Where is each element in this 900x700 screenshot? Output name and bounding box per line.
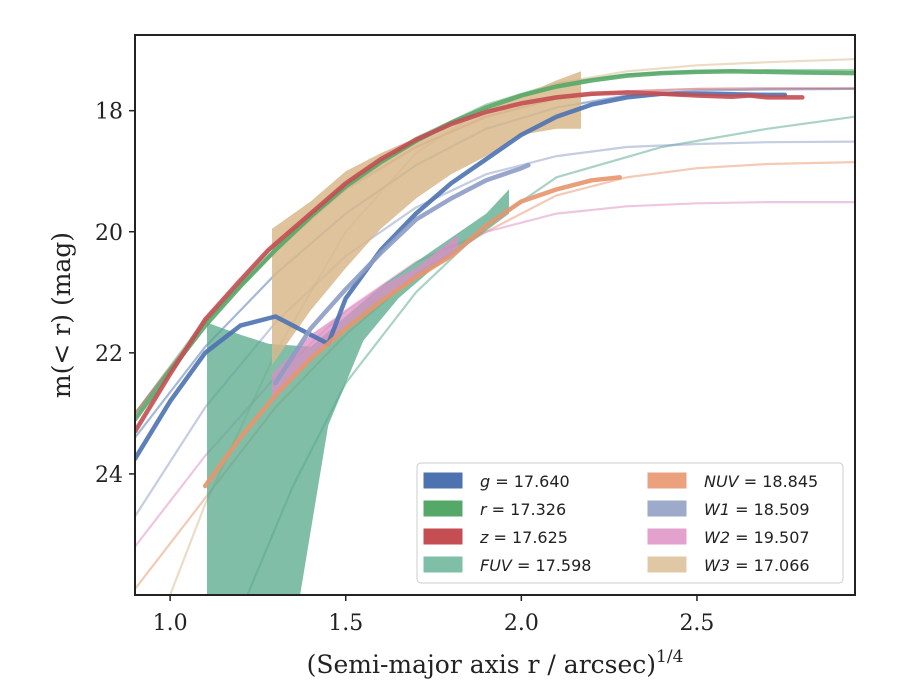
x-tick-label: 2.0 xyxy=(504,611,539,636)
y-tick-label: 24 xyxy=(95,463,123,488)
x-tick-label: 2.5 xyxy=(679,611,714,636)
x-axis-label: (Semi-major axis r / arcsec)1/4 xyxy=(307,647,684,679)
legend-swatch-fuv xyxy=(423,556,463,573)
y-axis: 18 20 22 24 xyxy=(95,100,135,488)
legend-swatch-r xyxy=(423,500,463,517)
legend-swatch-w2 xyxy=(647,528,687,545)
x-tick-label: 1.0 xyxy=(153,611,188,636)
plot-frame xyxy=(134,34,856,596)
series-fuv-band xyxy=(207,189,509,595)
y-axis-label: m(< r) (mag) xyxy=(47,232,76,398)
y-tick-label: 22 xyxy=(95,342,123,367)
legend-label-g: g = 17.640 xyxy=(480,472,570,491)
legend-label-r: r = 17.326 xyxy=(480,500,566,519)
x-axis-label-text: (Semi-major axis r / arcsec) xyxy=(307,650,656,679)
legend-swatch-w3 xyxy=(647,556,687,573)
legend-label-fuv: FUV = 17.598 xyxy=(480,556,591,575)
legend-swatch-g xyxy=(423,472,463,489)
legend-frame xyxy=(416,462,844,584)
y-tick-label: 20 xyxy=(95,221,123,246)
y-tick-label: 18 xyxy=(95,100,123,125)
legend: g = 17.640 r = 17.326 z = 17.625 FUV = 17.5… xyxy=(416,462,844,584)
legend-label-nuv: NUV = 18.845 xyxy=(704,472,818,491)
legend-label-w3: W3 = 17.066 xyxy=(704,556,810,575)
series-r-data-line xyxy=(135,69,855,422)
legend-label-z: z = 17.625 xyxy=(479,528,568,547)
legend-label-w1: W1 = 18.509 xyxy=(704,500,810,519)
plot-area xyxy=(135,58,855,595)
x-tick-label: 1.5 xyxy=(328,611,363,636)
series-z-data-line xyxy=(135,90,805,434)
legend-label-w2: W2 = 19.507 xyxy=(704,528,810,547)
legend-swatch-z xyxy=(423,528,463,545)
series-w1-data-line xyxy=(273,162,531,386)
series-w2-band xyxy=(272,234,459,402)
legend-swatch-nuv xyxy=(647,472,687,489)
x-axis-label-superscript: 1/4 xyxy=(656,647,683,667)
x-axis: 1.0 1.5 2.0 2.5 xyxy=(153,595,714,636)
series-nuv-data-line xyxy=(202,175,622,489)
legend-swatch-w1 xyxy=(647,500,687,517)
